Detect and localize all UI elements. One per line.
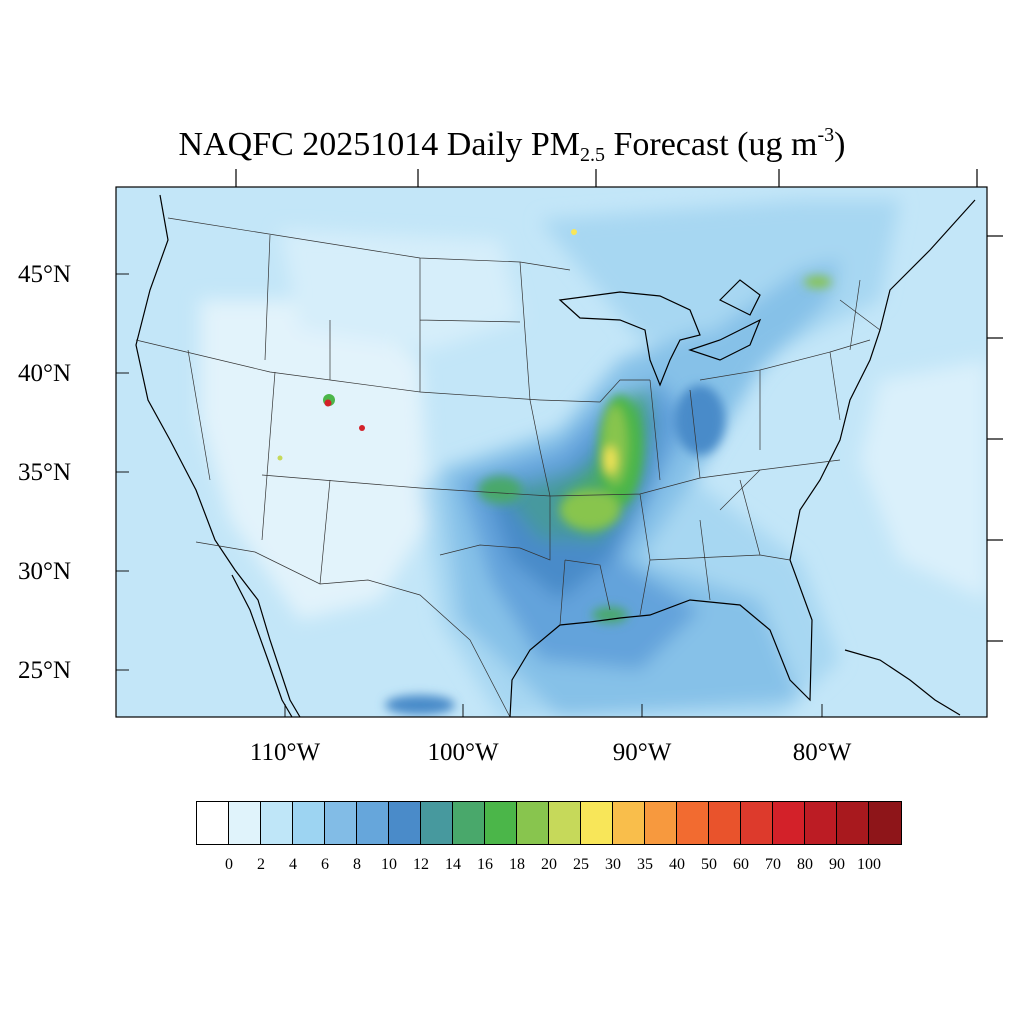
colorbar-swatch <box>293 802 325 844</box>
colorbar-label: 10 <box>381 856 397 873</box>
colorbar-label: 30 <box>605 856 621 873</box>
colorbar-label: 18 <box>509 856 525 873</box>
canada-border <box>167 217 571 271</box>
peak-green-oklahoma <box>478 476 522 504</box>
lat-label-40: 40°N <box>18 360 72 387</box>
colorbar-swatch <box>805 802 837 844</box>
peak-yellowgreen-mississippi <box>603 405 627 485</box>
colorbar-swatch <box>517 802 549 844</box>
colorbar-label: 0 <box>225 856 233 873</box>
colorbar <box>196 801 902 845</box>
field-low-west <box>200 300 430 620</box>
colorbar-swatch <box>549 802 581 844</box>
state-lines-west <box>135 234 541 585</box>
field-low-atlantic <box>860 360 987 600</box>
colorbar-label: 12 <box>413 856 429 873</box>
lon-label-80w: 80°W <box>792 739 852 766</box>
hotspot-ontario <box>571 229 577 235</box>
colorbar-swatch <box>613 802 645 844</box>
colorbar-label: 20 <box>541 856 557 873</box>
boundary-lines <box>135 194 976 717</box>
colorbar-label: 90 <box>829 856 845 873</box>
field-peaks <box>385 276 832 715</box>
colorbar-label: 25 <box>573 856 589 873</box>
state-borders <box>135 217 881 717</box>
colorbar-label: 35 <box>637 856 653 873</box>
peak-green-louisiana <box>592 607 628 623</box>
peak-green-quebec <box>804 276 832 288</box>
colorbar-label: 40 <box>669 856 685 873</box>
hotspot-new-mexico <box>359 425 365 431</box>
cuba-coast <box>844 649 961 716</box>
colorbar-label: 50 <box>701 856 717 873</box>
colorbar-swatch <box>485 802 517 844</box>
lon-label-100w: 100°W <box>427 739 499 766</box>
colorbar-swatch <box>645 802 677 844</box>
colorbar-swatch <box>421 802 453 844</box>
colorbar-swatch <box>357 802 389 844</box>
colorbar-label: 16 <box>477 856 493 873</box>
colorbar-swatch <box>229 802 261 844</box>
colorbar-swatch <box>773 802 805 844</box>
state-lines-east <box>649 279 881 601</box>
peak-deep-blue-ohio <box>675 385 725 455</box>
title-end: ) <box>834 126 846 163</box>
title-main: NAQFC 20251014 Daily PM <box>178 126 580 163</box>
map-title: NAQFC 20251014 Daily PM2.5 Forecast (ug … <box>0 112 1024 178</box>
colorbar-swatch <box>197 802 229 844</box>
plot-frame <box>115 186 988 718</box>
mexico-border <box>195 541 511 717</box>
pacific-coastline <box>135 194 301 717</box>
lat-label-45: 45°N <box>18 261 72 288</box>
colorbar-label: 80 <box>797 856 813 873</box>
peak-yellow-mississippi <box>604 446 616 474</box>
colorbar-label: 60 <box>733 856 749 873</box>
fire-hotspots <box>277 229 577 461</box>
colorbar-swatch <box>741 802 773 844</box>
graticule <box>116 273 823 717</box>
great-lakes <box>558 279 762 387</box>
colorbar-swatch <box>261 802 293 844</box>
colorbar-swatch <box>389 802 421 844</box>
lon-label-110w: 110°W <box>249 739 321 766</box>
lat-label-30: 30°N <box>18 558 72 585</box>
colorbar-swatch <box>837 802 869 844</box>
colorbar-swatch <box>869 802 901 844</box>
colorbar-swatch <box>581 802 613 844</box>
hotspot-colorado-core <box>324 399 332 407</box>
concentration-field <box>116 187 987 717</box>
lat-label-35: 35°N <box>18 459 72 486</box>
lat-label-25: 25°N <box>18 657 72 684</box>
colorbar-swatch <box>453 802 485 844</box>
colorbar-label: 2 <box>257 856 265 873</box>
lon-label-90w: 90°W <box>612 739 672 766</box>
title-subscript: 2.5 <box>579 144 605 166</box>
title-superscript: -3 <box>817 124 835 146</box>
outer-ticks <box>235 169 1003 642</box>
peak-green-arkansas <box>560 490 620 530</box>
colorbar-swatch <box>677 802 709 844</box>
colorbar-label: 6 <box>321 856 329 873</box>
colorbar-label: 14 <box>445 856 461 873</box>
hotspot-utah <box>277 455 283 461</box>
field-mid-northeast <box>700 260 840 370</box>
colorbar-swatch <box>709 802 741 844</box>
peak-deep-blue-mexico <box>385 695 455 715</box>
colorbar-label: 100 <box>857 856 881 873</box>
colorbar-label: 70 <box>765 856 781 873</box>
gulf-coastline <box>509 199 976 717</box>
colorbar-label: 4 <box>289 856 297 873</box>
colorbar-swatch <box>325 802 357 844</box>
title-middle: Forecast (ug m <box>604 126 818 163</box>
colorbar-label: 8 <box>353 856 361 873</box>
field-low-plains <box>280 230 520 350</box>
